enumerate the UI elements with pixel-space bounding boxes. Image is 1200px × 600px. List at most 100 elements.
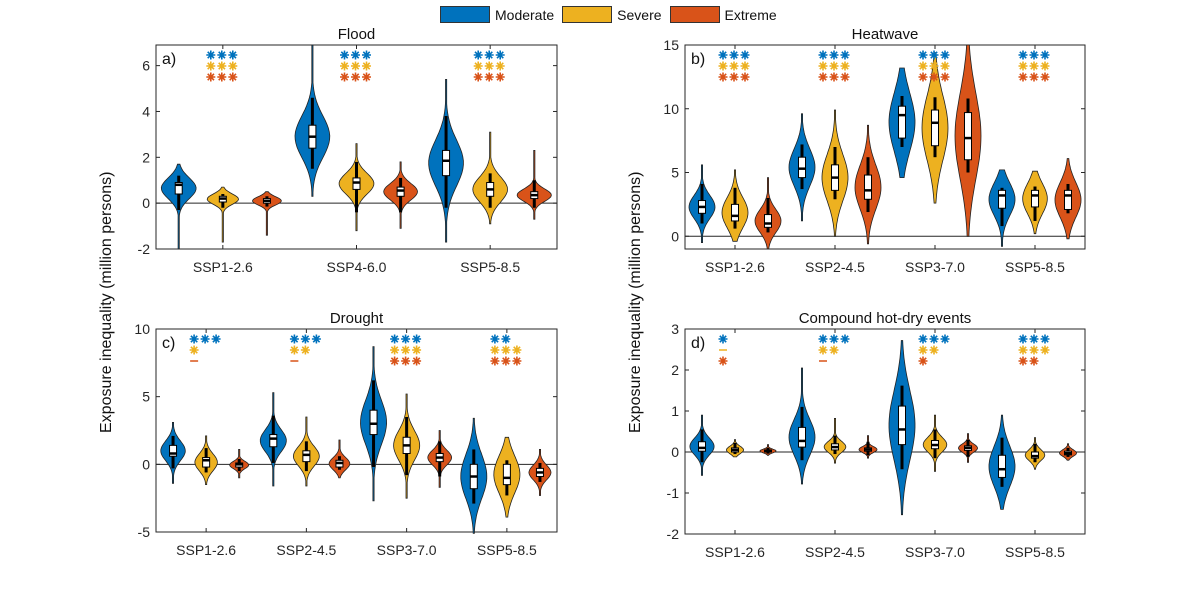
y-tick-label: 5 (671, 165, 679, 181)
significance-star-icon (484, 50, 494, 60)
panel-c: -5 0 5 10 SSP1-2.6 SSP2-4.5 SSP3-7.0 SSP5-8.5 Dr… (134, 310, 558, 558)
significance-star-icon (412, 345, 422, 355)
significance-star-icon (289, 334, 299, 344)
significance-star-icon (1040, 50, 1050, 60)
x-tick-label: SSP5-8.5 (477, 542, 537, 558)
significance-star-icon (740, 72, 750, 82)
violin-iqr-box (442, 149, 451, 177)
axes-box (155, 328, 558, 533)
panel-label: b) (691, 51, 705, 68)
significance-star-icon (840, 72, 850, 82)
significance-star-icon (829, 345, 839, 355)
significance-star-icon (929, 72, 939, 82)
significance-star-icon (929, 50, 939, 60)
significance-star-icon (351, 61, 360, 71)
violin-iqr-box (302, 450, 311, 463)
y-tick-label: 10 (663, 101, 679, 117)
y-tick-label: -1 (667, 485, 680, 501)
significance-star-icon (929, 334, 939, 344)
significance-star-icon (718, 356, 728, 366)
significance-star-icon (929, 345, 939, 355)
significance-star-icon (228, 61, 238, 71)
x-tick-label: SSP2-4.5 (805, 259, 865, 275)
y-tick-label: 10 (134, 321, 150, 337)
significance-star-icon (729, 50, 739, 60)
significance-star-icon (1040, 334, 1050, 344)
significance-star-icon (484, 72, 494, 82)
significance-star-icon (840, 61, 850, 71)
significance-star-icon (918, 61, 928, 71)
significance-star-icon (940, 334, 950, 344)
significance-star-icon (495, 61, 505, 71)
significance-star-icon (412, 356, 422, 366)
y-tick-label: 0 (671, 228, 679, 244)
significance-star-icon (1029, 72, 1039, 82)
y-tick-label: 0 (142, 456, 150, 472)
violin-iqr-box (269, 434, 278, 448)
significance-star-icon (918, 356, 928, 366)
significance-star-icon (718, 72, 728, 82)
panel-b: 0 5 10 15 SSP1-2.6 SSP2-4.5 SSP3-7.0 SSP5-8.5 He… (663, 26, 1086, 275)
violin-iqr-box (798, 156, 806, 179)
significance-star-icon (300, 334, 310, 344)
legend-swatch-moderate (440, 6, 490, 23)
panel-a: -2 0 2 4 6 SSP1-2.6 SSP4-6.0 SSP5-8.5 Flood a) (138, 26, 558, 275)
panel-title: Compound hot-dry events (799, 310, 972, 327)
significance-star-icon (829, 50, 839, 60)
significance-star-icon (351, 50, 360, 60)
panel-title: Drought (330, 310, 384, 327)
y-tick-label: 3 (671, 321, 679, 337)
significance-star-icon (1018, 72, 1028, 82)
significance-star-icon (818, 50, 828, 60)
significance-star-icon (1018, 345, 1028, 355)
y-axis-label-right: Exposure inequality (million persons) (627, 171, 644, 433)
significance-star-icon (818, 334, 828, 344)
panel-label: a) (162, 51, 176, 68)
violin-iqr-box (998, 454, 1006, 478)
panel-title: Heatwave (852, 26, 919, 43)
significance-star-icon (918, 345, 928, 355)
significance-star-icon (818, 72, 828, 82)
violin-iqr-box (798, 426, 806, 448)
significance-star-icon (940, 72, 950, 82)
violin-iqr-box (698, 441, 706, 452)
significance-star-icon (729, 72, 739, 82)
significance-star-icon (340, 72, 349, 82)
significance-star-icon (729, 61, 739, 71)
significance-star-icon (217, 72, 227, 82)
significance-star-icon (740, 61, 750, 71)
legend-item-moderate: Moderate (440, 6, 554, 23)
violin-iqr-box (174, 182, 183, 195)
significance-star-icon (929, 61, 939, 71)
significance-star-icon (718, 334, 728, 344)
significance-star-icon (484, 61, 494, 71)
significance-star-icon (390, 345, 400, 355)
significance-star-icon (1029, 345, 1039, 355)
violin-iqr-box (864, 174, 872, 200)
y-tick-label: 4 (142, 103, 150, 119)
significance-star-icon (1029, 334, 1039, 344)
significance-star-icon (1018, 334, 1028, 344)
legend-label-extreme: Extreme (724, 6, 777, 23)
significance-star-icon (829, 72, 839, 82)
axes-box (684, 44, 1086, 250)
x-tick-label: SSP1-2.6 (705, 259, 765, 275)
significance-star-icon (401, 345, 411, 355)
significance-star-icon (473, 61, 483, 71)
significance-star-icon (490, 334, 500, 344)
y-tick-label: -2 (138, 241, 151, 257)
significance-star-icon (829, 61, 839, 71)
violin-iqr-box (964, 112, 972, 161)
significance-star-icon (228, 72, 238, 82)
legend-label-severe: Severe (617, 6, 662, 23)
significance-star-icon (501, 334, 511, 344)
significance-star-icon (940, 61, 950, 71)
x-tick-label: SSP1-2.6 (705, 544, 765, 560)
significance-star-icon (390, 334, 400, 344)
significance-star-icon (362, 61, 371, 71)
violin-iqr-box (1031, 189, 1039, 208)
legend-swatch-extreme (669, 6, 720, 23)
violin-iqr-box (1064, 189, 1072, 210)
significance-star-icon (211, 334, 221, 344)
violin-iqr-box (369, 409, 378, 436)
